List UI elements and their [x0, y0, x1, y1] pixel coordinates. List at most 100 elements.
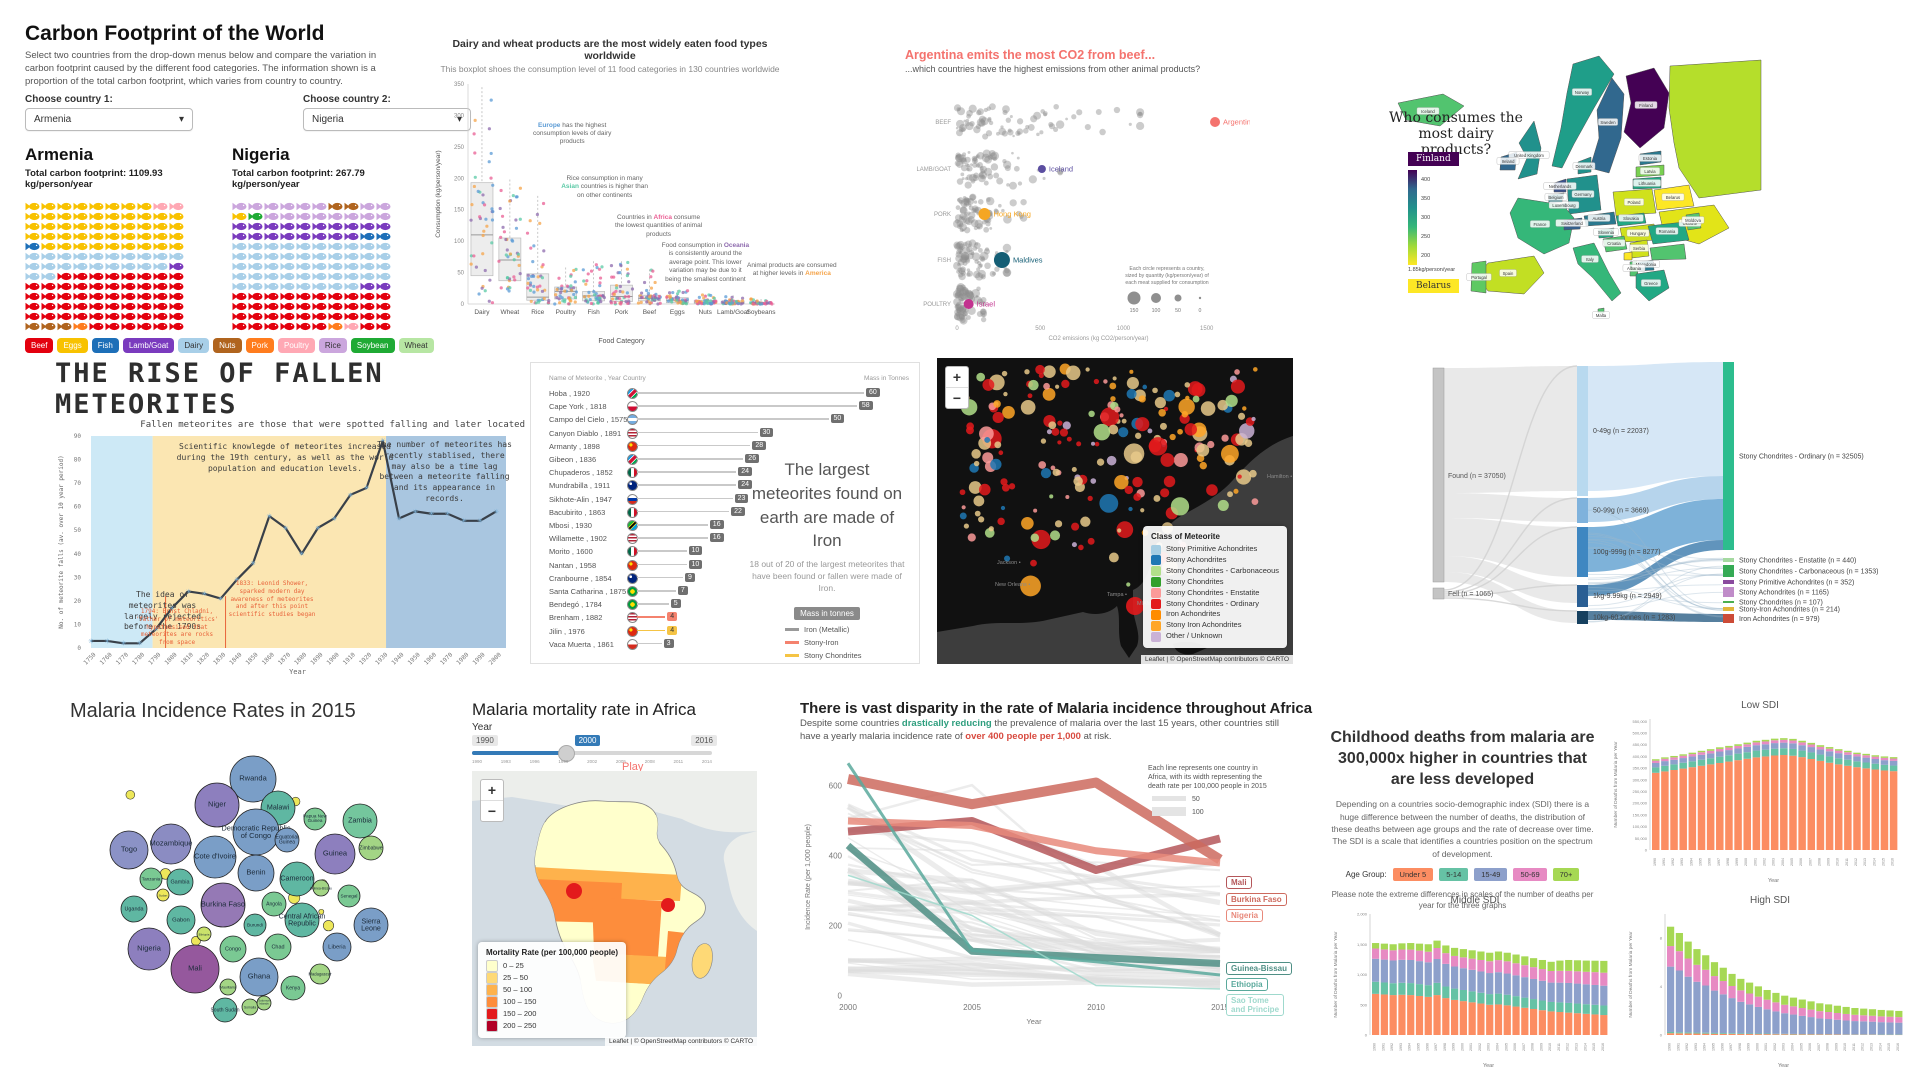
bubble-togo[interactable]	[109, 830, 149, 870]
svg-text:2008: 2008	[1826, 1043, 1830, 1051]
zoom-in-button[interactable]: +	[481, 780, 503, 801]
bubble-cameroon[interactable]	[279, 861, 315, 897]
fish-icon	[73, 273, 88, 281]
bubble-mali[interactable]	[170, 944, 220, 994]
svg-text:1997: 1997	[1717, 858, 1721, 866]
bubble-niger[interactable]	[194, 782, 240, 828]
bubble-guinea-bissau[interactable]	[312, 879, 330, 897]
bubble-madagascar[interactable]	[309, 963, 331, 985]
bubble-solomon-islands[interactable]	[256, 995, 272, 1011]
mass-chip: 10	[688, 546, 703, 556]
sdiHigh-svg: 0 4 8 1990 1991 1992 1993 1994 1995 1996 1997 1998 1…	[1628, 914, 1903, 1069]
svg-text:1790: 1790	[147, 651, 162, 666]
fish-icon	[57, 303, 72, 311]
bubble-congo[interactable]	[219, 935, 247, 963]
meteorite-name: Brenham , 1882	[549, 613, 603, 623]
svg-text:Latvia: Latvia	[1644, 169, 1656, 174]
svg-text:Number of Deaths from Malaria: Number of Deaths from Malaria per Year	[1333, 931, 1339, 1018]
slider-handle[interactable]	[558, 745, 575, 762]
bubble-benin[interactable]	[237, 854, 275, 892]
svg-text:Tampa •: Tampa •	[1107, 592, 1127, 598]
svg-text:60: 60	[74, 504, 82, 511]
fish-icon	[344, 233, 359, 241]
bubble-kenya[interactable]	[280, 975, 306, 1001]
svg-text:Fish: Fish	[587, 309, 600, 316]
fish-icon	[248, 213, 263, 221]
bubble-cote-d-ivoire[interactable]	[193, 835, 237, 879]
svg-text:Tanzania: Tanzania	[142, 877, 161, 882]
bubble-chad[interactable]	[264, 933, 292, 961]
bubble-papua-new-guinea[interactable]	[303, 807, 327, 831]
country1-select[interactable]: Armenia ▾	[25, 108, 193, 132]
fish-icon	[248, 303, 263, 311]
country-italy[interactable]	[1572, 242, 1622, 302]
bubble-zimbabwe[interactable]	[358, 835, 384, 861]
country1-fish-pictogram	[25, 198, 185, 331]
bubble-uganda[interactable]	[120, 895, 148, 923]
bubble-sierra-leone[interactable]	[353, 907, 389, 943]
lollipop-line	[637, 642, 662, 645]
svg-text:death rate per 100,000 people: death rate per 100,000 people in 2015	[1148, 783, 1267, 790]
bubble-senegal[interactable]	[337, 884, 361, 908]
bubble-sudan[interactable]	[156, 888, 170, 902]
svg-text:8: 8	[1660, 936, 1663, 941]
legend-chip-rice: Rice	[318, 338, 347, 354]
zoom-out-button[interactable]: −	[952, 390, 962, 406]
bubble-ethiopia[interactable]	[196, 926, 212, 942]
bubble-mauritania[interactable]	[219, 978, 237, 996]
svg-text:1920: 1920	[358, 651, 373, 666]
country-norway[interactable]	[1551, 55, 1615, 169]
bubble-liberia[interactable]	[322, 932, 352, 962]
svg-text:Maldives: Maldives	[1013, 256, 1043, 265]
fish-icon	[344, 293, 359, 301]
bubble-guinea[interactable]	[314, 833, 356, 875]
bubble-angola[interactable]	[261, 891, 287, 917]
africa-map[interactable]: + − Mortality Rate (per 100,000 people) 0…	[472, 771, 757, 1046]
bubble-zambia[interactable]	[342, 803, 378, 839]
fish-icon	[296, 203, 311, 211]
fish-icon	[41, 323, 56, 331]
bubble-nigeria[interactable]	[127, 927, 171, 971]
bubble-burundi[interactable]	[243, 913, 267, 937]
svg-text:2005: 2005	[963, 1003, 981, 1012]
fish-icon	[169, 313, 184, 321]
fish-icon	[169, 263, 184, 271]
lollipop-line	[637, 590, 676, 592]
lollipop-line	[637, 576, 683, 579]
svg-text:150,000: 150,000	[1633, 812, 1648, 817]
zoom-out-button[interactable]: −	[487, 803, 497, 819]
africa-zoom-control[interactable]: + −	[480, 779, 504, 822]
country-montenegro[interactable]	[1623, 251, 1633, 261]
africa-attribution[interactable]: Leaflet | © OpenStreetMap contributors ©…	[605, 1037, 757, 1046]
legend-item: Stony Iron Achondrites	[1151, 620, 1279, 631]
bubble-gambia[interactable]	[166, 868, 194, 896]
bubble-tanzania[interactable]	[139, 867, 163, 891]
bubble-south-sudan[interactable]	[212, 997, 238, 1023]
play-button[interactable]: Play	[622, 761, 644, 773]
bubble-central-african-republic[interactable]	[284, 902, 320, 938]
bubble-burkina-faso[interactable]	[200, 882, 246, 928]
bubble-mozambique[interactable]	[150, 823, 192, 865]
europe-map[interactable]: Iceland Norway Sweden Finland Estonia Latvia L…	[1368, 48, 1763, 343]
bubble-gabon[interactable]	[166, 905, 196, 935]
country2-select[interactable]: Nigeria ▾	[303, 108, 471, 132]
meteorite-map-panel[interactable]: + − Jackson •New Orleans •Tampa •MIAMI •…	[937, 358, 1293, 664]
svg-text:✳: ✳	[299, 550, 305, 558]
map-attribution[interactable]: Leaflet | © OpenStreetMap contributors ©…	[1141, 655, 1293, 664]
map-zoom-control[interactable]: + −	[945, 366, 969, 409]
bubble-rwanda[interactable]	[229, 755, 277, 803]
country-bulgaria[interactable]	[1649, 243, 1687, 261]
bubble-ghana[interactable]	[239, 957, 279, 997]
svg-text:2003: 2003	[1772, 858, 1776, 866]
svg-text:0: 0	[461, 302, 465, 308]
year-slider[interactable]: 1990 2000 2016 1990 1993 1996 1999 2002 2005 2…	[472, 735, 757, 773]
co2-strip-svg: BEEF LAMB/GOAT PORK FISH POULTRY Argentina Ice…	[916, 103, 1256, 342]
svg-text:10: 10	[74, 621, 82, 628]
svg-text:1970: 1970	[439, 651, 454, 666]
bubble-equatorial-guinea[interactable]	[274, 827, 300, 853]
fish-icon	[73, 223, 88, 231]
country-russia[interactable]	[1668, 59, 1762, 199]
zoom-in-button[interactable]: +	[946, 367, 968, 388]
mass-chip: 28	[752, 440, 767, 450]
fish-icon	[296, 303, 311, 311]
